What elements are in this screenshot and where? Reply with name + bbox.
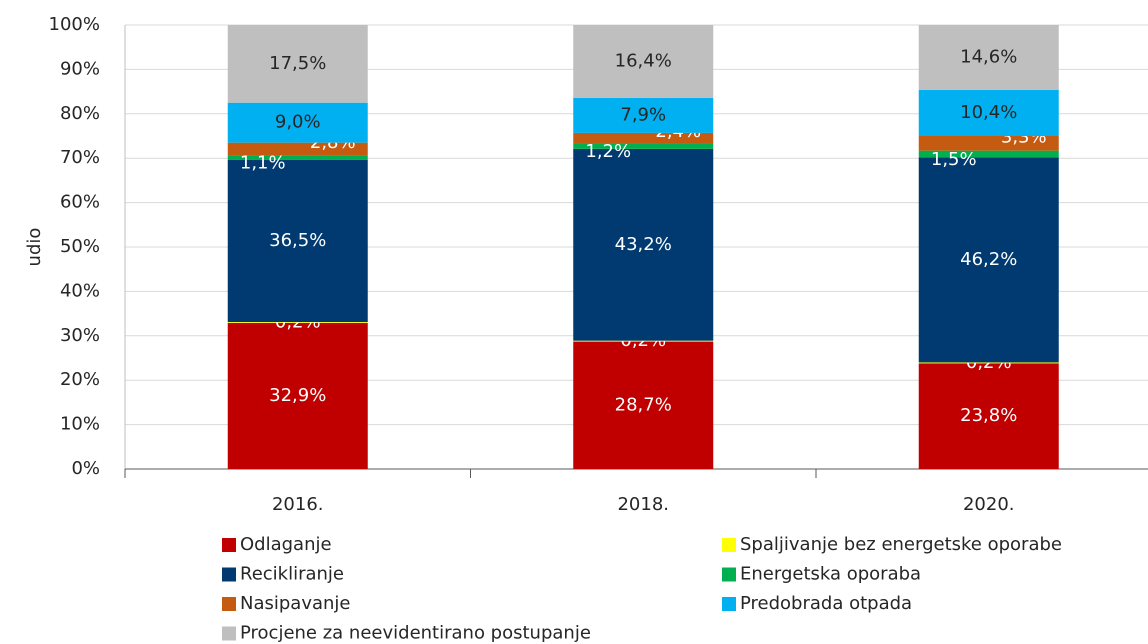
bar-segment bbox=[227, 155, 368, 160]
legend-swatch bbox=[222, 567, 236, 582]
legend-swatch bbox=[722, 567, 736, 582]
y-tick-label: 70% bbox=[60, 147, 100, 168]
y-tick-label: 10% bbox=[60, 414, 100, 435]
y-tick-label: 50% bbox=[60, 236, 100, 257]
y-tick-label: 60% bbox=[60, 192, 100, 213]
x-tick-label: 2018. bbox=[617, 494, 669, 515]
bar-segment bbox=[573, 148, 714, 341]
legend-swatch bbox=[722, 597, 736, 611]
bar-segment bbox=[918, 363, 1059, 469]
bar-segment bbox=[227, 159, 368, 323]
bar-segment bbox=[227, 322, 368, 323]
bar-segment bbox=[918, 89, 1059, 136]
data-label: 28,7% bbox=[615, 394, 672, 415]
data-label: 36,5% bbox=[269, 230, 326, 251]
y-tick-label: 30% bbox=[60, 325, 100, 346]
legend-label: Odlaganje bbox=[240, 534, 332, 555]
bar-segment bbox=[573, 97, 714, 133]
legend-label: Recikliranje bbox=[240, 564, 344, 585]
y-axis-label: udio bbox=[24, 228, 45, 267]
legend-swatch bbox=[222, 626, 236, 641]
legend-label: Energetska oporaba bbox=[740, 564, 921, 585]
bar-segment bbox=[918, 157, 1059, 363]
bar-segment bbox=[573, 341, 714, 469]
bar-segment bbox=[918, 150, 1059, 158]
data-label: 9,0% bbox=[275, 112, 321, 133]
y-tick-label: 90% bbox=[60, 58, 100, 79]
data-label: 46,2% bbox=[960, 249, 1017, 270]
bar-segment bbox=[573, 132, 714, 144]
data-label: 1,1% bbox=[240, 153, 286, 174]
bar-segment bbox=[918, 362, 1059, 364]
y-tick-label: 20% bbox=[60, 369, 100, 390]
y-tick-label: 80% bbox=[60, 103, 100, 124]
data-label: 1,5% bbox=[931, 149, 977, 170]
data-label: 1,2% bbox=[585, 141, 631, 162]
bar-segment bbox=[227, 25, 368, 103]
data-label: 32,9% bbox=[269, 385, 326, 406]
x-tick-label: 2020. bbox=[963, 494, 1015, 515]
bar-segment bbox=[573, 340, 714, 342]
legend-swatch bbox=[222, 597, 236, 611]
legend-swatch bbox=[222, 538, 236, 552]
y-tick-label: 100% bbox=[49, 14, 100, 35]
data-label: 17,5% bbox=[269, 53, 326, 74]
data-label: 16,4% bbox=[615, 50, 672, 71]
bar-segment bbox=[918, 25, 1059, 90]
bar-segment bbox=[227, 322, 368, 469]
data-label: 43,2% bbox=[615, 234, 672, 255]
legend-label: Spaljivanje bez energetske oporabe bbox=[740, 534, 1062, 555]
data-label: 14,6% bbox=[960, 46, 1017, 67]
legend-label: Procjene za neevidentirano postupanje bbox=[240, 623, 591, 644]
data-label: 10,4% bbox=[960, 102, 1017, 123]
y-tick-label: 0% bbox=[71, 458, 100, 479]
bar-segment bbox=[918, 136, 1059, 151]
bar-segment bbox=[573, 25, 714, 98]
data-label: 23,8% bbox=[960, 405, 1017, 426]
x-tick-label: 2016. bbox=[272, 494, 324, 515]
bar-segment bbox=[227, 102, 368, 143]
legend-label: Nasipavanje bbox=[240, 593, 351, 614]
legend-label: Predobrada otpada bbox=[740, 593, 912, 614]
bar-segment bbox=[573, 143, 714, 149]
data-label: 7,9% bbox=[620, 104, 666, 125]
y-tick-label: 40% bbox=[60, 280, 100, 301]
bar-segment bbox=[227, 142, 368, 156]
legend-swatch bbox=[722, 538, 736, 552]
